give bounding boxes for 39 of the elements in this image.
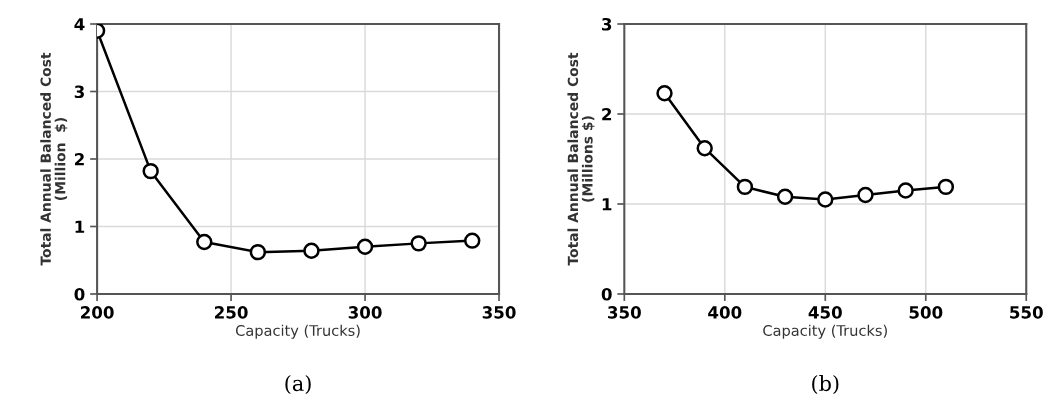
point xyxy=(696,140,713,157)
x-tick-label: 400 xyxy=(708,306,742,319)
y-tick-label: 0 xyxy=(601,287,612,301)
y-tick-label: 1 xyxy=(602,198,612,211)
x-tick-label: 500 xyxy=(909,306,943,319)
y-tick-label: 0 xyxy=(74,287,85,301)
x-tick-label: 550 xyxy=(1010,306,1043,319)
text: (a) xyxy=(285,375,311,395)
y-tick-label: 3 xyxy=(74,85,84,99)
point xyxy=(356,238,374,255)
point xyxy=(142,162,159,180)
point xyxy=(897,182,914,199)
point xyxy=(656,85,673,102)
point xyxy=(303,242,320,259)
y-tick-label: 2 xyxy=(75,152,84,166)
point xyxy=(857,186,874,204)
point xyxy=(817,191,834,208)
point xyxy=(410,235,427,252)
x-axis-title: Capacity (Trucks) xyxy=(763,324,887,339)
text: (b) xyxy=(812,375,839,395)
x-tick-label: 300 xyxy=(348,306,382,319)
x-tick-label: 350 xyxy=(482,306,516,319)
y-tick-label: 2 xyxy=(602,107,612,121)
x-axis-title: Capacity (Trucks) xyxy=(235,324,360,339)
x-tick-label: 200 xyxy=(81,306,114,319)
y-tick-label: 4 xyxy=(74,18,85,31)
x-tick-label: 250 xyxy=(215,306,248,319)
y-tick-label: 3 xyxy=(602,17,612,31)
point xyxy=(736,178,754,196)
y-axis-title: Total Annual Balanced Cost (Million $) xyxy=(40,52,68,266)
point xyxy=(937,178,955,196)
y-tick-label: 1 xyxy=(75,220,85,233)
point xyxy=(196,233,213,251)
x-tick-label: 350 xyxy=(608,306,641,319)
point xyxy=(776,188,794,205)
y-axis-title: Total Annual Balanced Cost (Millions $) xyxy=(567,52,595,266)
x-tick-label: 450 xyxy=(808,306,842,319)
point xyxy=(249,243,267,261)
point xyxy=(464,232,481,249)
